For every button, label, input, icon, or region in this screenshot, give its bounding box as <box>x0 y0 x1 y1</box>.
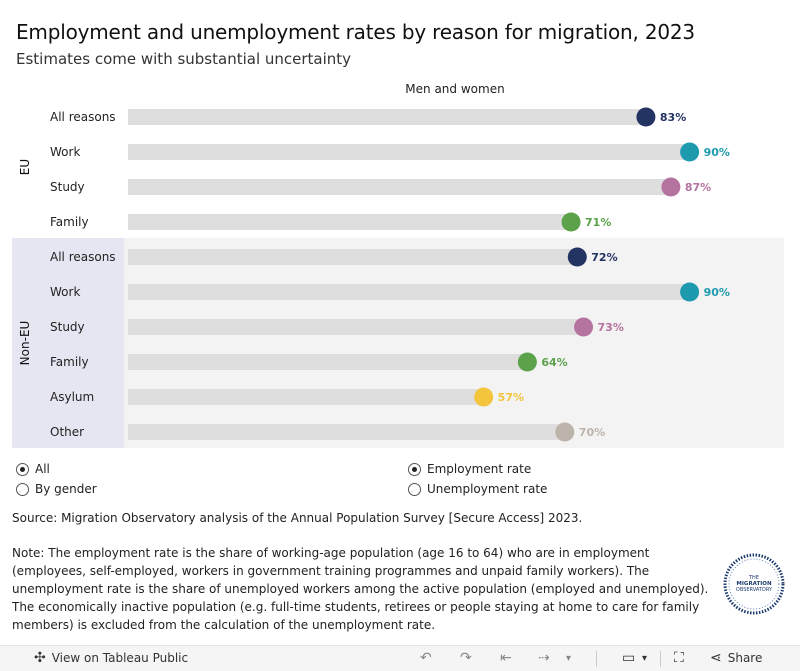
data-point[interactable] <box>561 212 581 232</box>
data-label: 90% <box>704 146 730 159</box>
share-label: Share <box>727 651 763 665</box>
chart-subtitle: Estimates come with substantial uncertai… <box>16 50 352 68</box>
data-point[interactable] <box>680 282 700 302</box>
data-label: 90% <box>704 286 730 299</box>
share-button[interactable]: ⋖ Share <box>710 650 762 666</box>
data-point[interactable] <box>474 387 494 407</box>
data-label: 70% <box>579 426 605 439</box>
data-label: 71% <box>585 216 611 229</box>
tableau-icon: ✣ <box>34 650 46 666</box>
panel-label: Men and women <box>405 82 505 96</box>
bar-track[interactable] <box>128 389 484 405</box>
radio-by-gender[interactable] <box>16 482 29 496</box>
logo-line-3: OBSERVATORY <box>736 587 773 593</box>
bar-track[interactable] <box>128 214 572 230</box>
data-point[interactable] <box>555 422 575 442</box>
chevron-down-icon[interactable]: ▾ <box>566 653 572 664</box>
dot-chart: All reasons 83% Work 90% Study 87% Family 71% Al… <box>50 107 730 442</box>
comment-chevron-icon[interactable]: ▾ <box>642 653 648 664</box>
comment-icon[interactable]: ▭ <box>622 650 636 666</box>
toolbar-divider <box>660 651 661 667</box>
revert-icon[interactable]: ⇤ <box>500 650 512 666</box>
view-on-tableau-label: View on Tableau Public <box>51 651 189 665</box>
non-eu-band <box>12 238 784 448</box>
category-label: Family <box>50 215 89 229</box>
radio-all[interactable] <box>16 462 29 476</box>
redo-icon[interactable]: ↷ <box>460 650 472 666</box>
data-label: 83% <box>660 111 686 124</box>
category-label: All reasons <box>50 110 116 124</box>
data-point[interactable] <box>517 352 537 372</box>
logo-line-1: THE <box>748 575 759 581</box>
category-label: Family <box>50 355 89 369</box>
bar-track[interactable] <box>128 249 578 265</box>
view-on-tableau-link[interactable]: ✣ View on Tableau Public <box>34 650 188 666</box>
data-point[interactable] <box>574 317 594 337</box>
bar-track[interactable] <box>128 354 528 370</box>
measure-option-unemployment[interactable]: Unemployment rate <box>408 482 547 496</box>
radio-unemployment-rate[interactable] <box>408 482 421 496</box>
data-point[interactable] <box>567 247 587 267</box>
toolbar-divider <box>596 651 597 667</box>
category-label: Work <box>50 145 80 159</box>
logo-line-2: MIGRATION <box>736 581 772 587</box>
bar-track[interactable] <box>128 109 646 125</box>
undo-icon[interactable]: ↶ <box>420 650 432 666</box>
radio-employment-rate[interactable] <box>408 462 421 476</box>
category-label: Asylum <box>50 390 94 404</box>
data-label: 73% <box>598 321 624 334</box>
bar-track[interactable] <box>128 284 690 300</box>
source-text: Source: Migration Observatory analysis o… <box>12 511 583 525</box>
note-text: Note: The employment rate is the share o… <box>12 546 709 632</box>
category-label: Study <box>50 180 85 194</box>
tableau-toolbar: ✣ View on Tableau Public ↶ ↷ ⇤ ⇢ ▾ ▭ ▾ ⛶… <box>0 645 800 671</box>
category-label: Other <box>50 425 84 439</box>
bar-track[interactable] <box>128 144 690 160</box>
data-point[interactable] <box>680 142 700 162</box>
data-label: 64% <box>541 356 567 369</box>
category-label: Work <box>50 285 80 299</box>
migration-observatory-logo: THE MIGRATION OBSERVATORY <box>723 553 785 615</box>
refresh-icon[interactable]: ⇢ <box>538 650 550 666</box>
chart-title: Employment and unemployment rates by rea… <box>16 20 695 44</box>
data-label: 87% <box>685 181 711 194</box>
bar-track[interactable] <box>128 424 565 440</box>
data-point[interactable] <box>661 177 681 197</box>
category-label: All reasons <box>50 250 116 264</box>
view-option-all-label: All <box>35 462 50 476</box>
fullscreen-icon[interactable]: ⛶ <box>674 650 684 666</box>
bar-track[interactable] <box>128 179 671 195</box>
bar-track[interactable] <box>128 319 584 335</box>
view-option-by-gender[interactable]: By gender <box>16 482 97 496</box>
data-point[interactable] <box>636 107 656 127</box>
share-icon: ⋖ <box>710 650 722 666</box>
view-option-by-gender-label: By gender <box>35 482 97 496</box>
view-option-all[interactable]: All <box>16 462 50 476</box>
category-label: Study <box>50 320 85 334</box>
non-eu-label-band <box>12 238 124 448</box>
measure-option-employment[interactable]: Employment rate <box>408 462 531 476</box>
measure-option-unemployment-label: Unemployment rate <box>427 482 548 496</box>
data-label: 57% <box>498 391 524 404</box>
data-label: 72% <box>591 251 617 264</box>
measure-option-employment-label: Employment rate <box>427 462 532 476</box>
